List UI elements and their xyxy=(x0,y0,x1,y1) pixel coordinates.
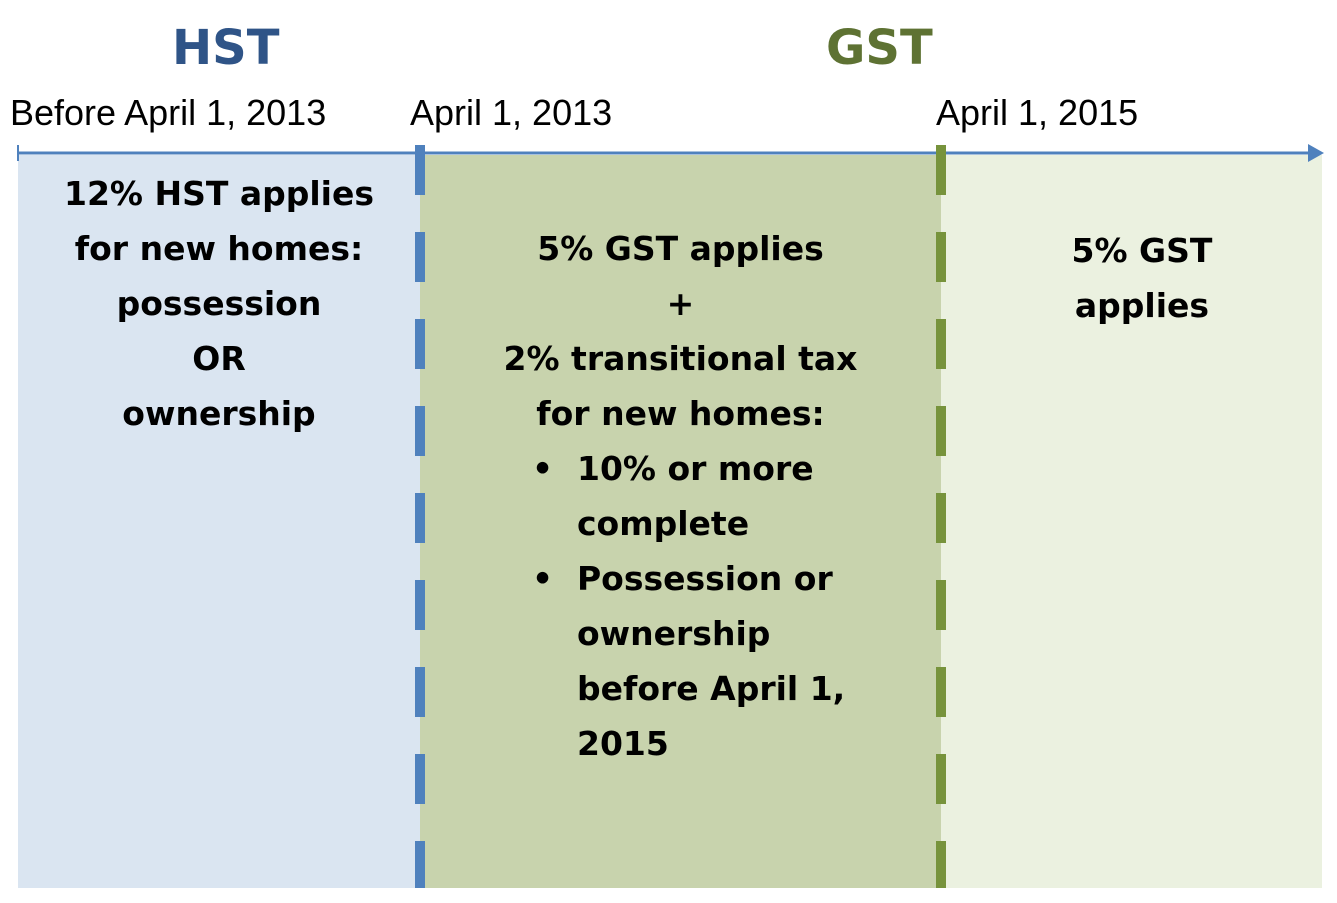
bullet-text-line: 2015 xyxy=(577,724,669,763)
hst-text-line: OR xyxy=(192,339,246,378)
bullet-item-completion: • 10% or more complete xyxy=(420,441,941,551)
date-label-april-2013: April 1, 2013 xyxy=(410,92,613,133)
hst-text-line: possession xyxy=(116,284,322,323)
date-label-before-2013: Before April 1, 2013 xyxy=(10,92,327,133)
date-label-april-2015: April 1, 2015 xyxy=(936,92,1139,133)
gst-panel-text: 5% GST applies xyxy=(941,223,1337,333)
bullet-item-possession: • Possession or ownership before April 1… xyxy=(420,551,941,771)
transition-text-line: 5% GST applies xyxy=(537,229,824,268)
bullet-text-line: complete xyxy=(577,504,750,543)
bullet-text-line: ownership xyxy=(577,614,771,653)
transition-period-panel xyxy=(420,155,941,888)
bullet-text-line: 10% or more xyxy=(577,449,814,488)
gst-text-line: 5% GST xyxy=(1071,231,1213,270)
gst-period-panel xyxy=(941,155,1322,888)
gst-heading: GST xyxy=(826,20,933,76)
gst-text-line: applies xyxy=(1074,286,1210,325)
bullet-icon: • xyxy=(532,449,554,488)
transition-panel-text: 5% GST applies + 2% transitional tax for… xyxy=(420,221,941,771)
bullet-text-line: before April 1, xyxy=(577,669,846,708)
transition-text-line: for new homes: xyxy=(536,394,825,433)
hst-period-panel xyxy=(18,155,420,888)
hst-panel-text: 12% HST applies for new homes: possessio… xyxy=(18,166,420,441)
transition-plus-sign: + xyxy=(666,284,695,323)
hst-text-line: 12% HST applies xyxy=(63,174,375,213)
bullet-icon: • xyxy=(532,559,554,598)
transition-text-line: 2% transitional tax xyxy=(503,339,858,378)
hst-heading: HST xyxy=(172,20,280,76)
bullet-text-line: Possession or xyxy=(577,559,833,598)
transition-bullet-list: • 10% or more complete • Possession or o… xyxy=(420,441,941,771)
hst-text-line: for new homes: xyxy=(74,229,364,268)
hst-text-line: ownership xyxy=(122,394,316,433)
